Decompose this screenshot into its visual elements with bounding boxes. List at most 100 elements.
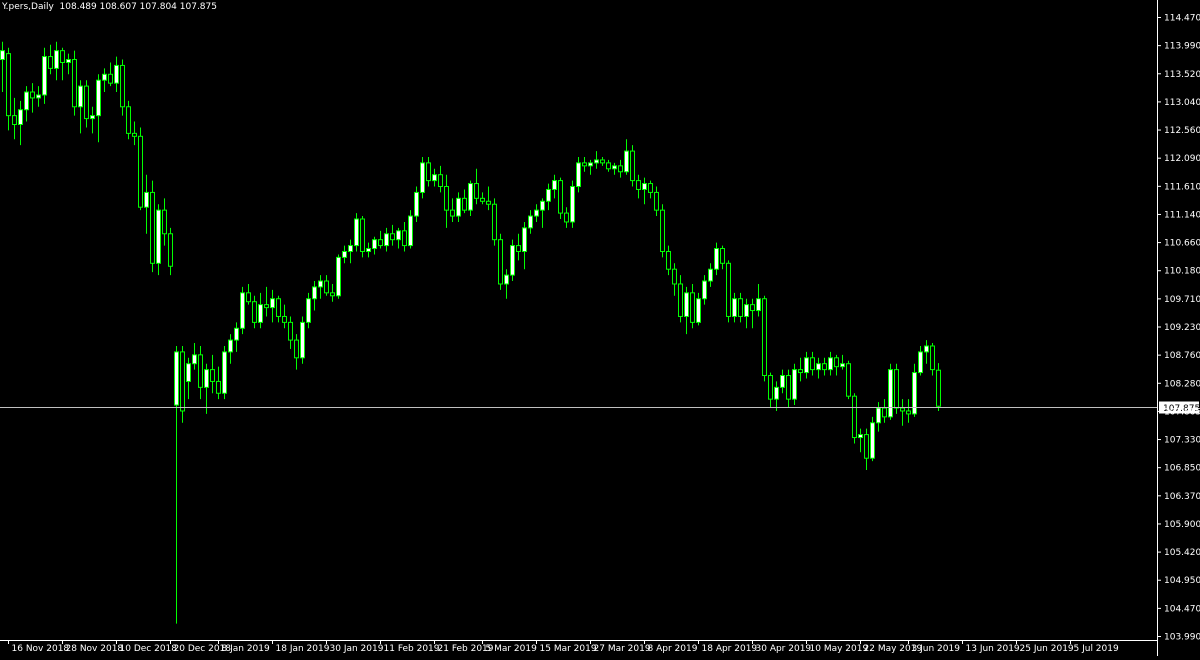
candle-body-bearish [390,233,395,241]
candle-body-bullish [306,298,311,323]
candle-body-bearish [834,357,839,368]
candle-body-bullish [594,159,599,164]
candle-body-bullish [612,165,617,170]
candle-body-bullish [258,304,263,323]
candle-body-bullish [918,351,923,374]
candle-body-bearish [498,239,503,285]
candle-body-bullish [828,357,833,371]
price-tick-label: 108.280 [1164,379,1200,389]
candle-body-bullish [840,363,845,368]
candle-body-bearish [654,191,659,211]
candle-body-bearish [852,395,857,439]
candle-body-bearish [798,369,803,374]
candle-body-bullish [36,94,41,99]
candle-body-bullish [432,174,437,182]
candle-body-bullish [270,298,275,309]
candle-body-bullish [336,256,341,297]
candle-body-bullish [420,162,425,193]
time-tick-label: 13 Jun 2019 [966,644,1020,654]
candle-body-bullish [234,327,239,341]
candle-body-bullish [300,321,305,359]
time-tick-label: 5 Jul 2019 [1074,644,1119,654]
candle-body-bearish [84,85,89,120]
candle-body-bearish [444,186,449,211]
candle-body-bullish [366,248,371,252]
chart-info-label: Y.pers,Daily 108.489 108.607 107.804 107… [2,2,217,12]
candle-body-bearish [294,339,299,359]
candle-body-bearish [60,50,65,63]
candle-body-bearish [126,106,131,134]
candle-body-bullish [624,150,629,173]
time-tick-label: 11 Feb 2019 [384,644,440,654]
candle-body-bullish [354,218,359,247]
candle-body-bearish [486,200,491,205]
time-tick-label: 21 Feb 2019 [438,644,494,654]
candle-body-bullish [312,286,317,300]
candle-body-bullish [228,339,233,353]
candle-body-bullish [756,298,761,312]
candle-body-bearish [846,363,851,397]
candle-body-bearish [936,369,941,407]
candle-body-bearish [582,162,587,167]
candle-body-bullish [774,386,779,400]
candle-body-bullish [804,357,809,374]
candle-body-bullish [780,375,785,388]
candle-body-bullish [528,215,533,229]
candle-body-bearish [822,363,827,371]
candle-body-bullish [144,191,149,208]
candle-body-bearish [480,197,485,202]
candle-body-bearish [882,407,887,418]
candle-body-bearish [492,203,497,241]
candle-body-bearish [264,304,269,309]
candle-bodies [0,50,941,459]
candle-body-bullish [744,304,749,317]
candle-body-bullish [240,292,245,329]
candle-body-bearish [564,212,569,223]
candle-body-bullish [408,215,413,247]
candle-body-bullish [816,363,821,371]
candle-body-bearish [738,298,743,317]
candle-body-bullish [186,363,191,382]
candle-body-bearish [132,132,137,137]
price-tick-label: 106.850 [1164,464,1200,474]
candle-body-bearish [138,135,143,208]
candle-body-bullish [342,250,347,258]
candle-body-bullish [858,434,863,439]
candle-body-bearish [474,183,479,199]
candle-body-bearish [252,301,257,323]
candle-body-bearish [72,59,77,108]
candle-body-bullish [876,407,881,424]
candle-body-bearish [426,162,431,182]
candle-body-bearish [726,262,731,317]
price-tick-label: 113.520 [1164,70,1200,80]
candle-body-bearish [600,159,605,164]
price-tick-label: 107.330 [1164,436,1200,446]
candle-body-bearish [894,369,899,409]
candle-body-bearish [48,56,53,69]
candle-body-bearish [120,64,125,108]
candle-body-bullish [0,50,5,61]
candle-body-bullish [204,369,209,388]
price-tick-label: 113.990 [1164,42,1200,52]
price-tick-label: 111.140 [1164,210,1200,220]
candle-body-bullish [54,50,59,69]
time-tick-label: 8 Jan 2019 [222,644,270,654]
candle-body-bearish [636,180,641,190]
time-tick-label: 5 Mar 2019 [486,644,538,654]
candle-body-bullish [42,56,47,96]
time-tick-label: 28 Nov 2018 [66,644,124,654]
price-tick-label: 104.950 [1164,576,1200,586]
price-tick-label: 112.090 [1164,154,1200,164]
candle-body-bearish [438,174,443,188]
candle-body-bearish [162,209,167,235]
bid-price-label-bg [1159,401,1199,414]
candle-body-bullish [114,64,119,84]
price-tick-label: 110.180 [1164,267,1200,277]
time-tick-label: 30 Jan 2019 [330,644,384,654]
candle-body-bearish [630,150,635,182]
candle-body-bullish [90,115,95,120]
candle-body-bearish [108,73,113,84]
candle-body-bullish [888,369,893,418]
candle-body-bearish [288,321,293,341]
